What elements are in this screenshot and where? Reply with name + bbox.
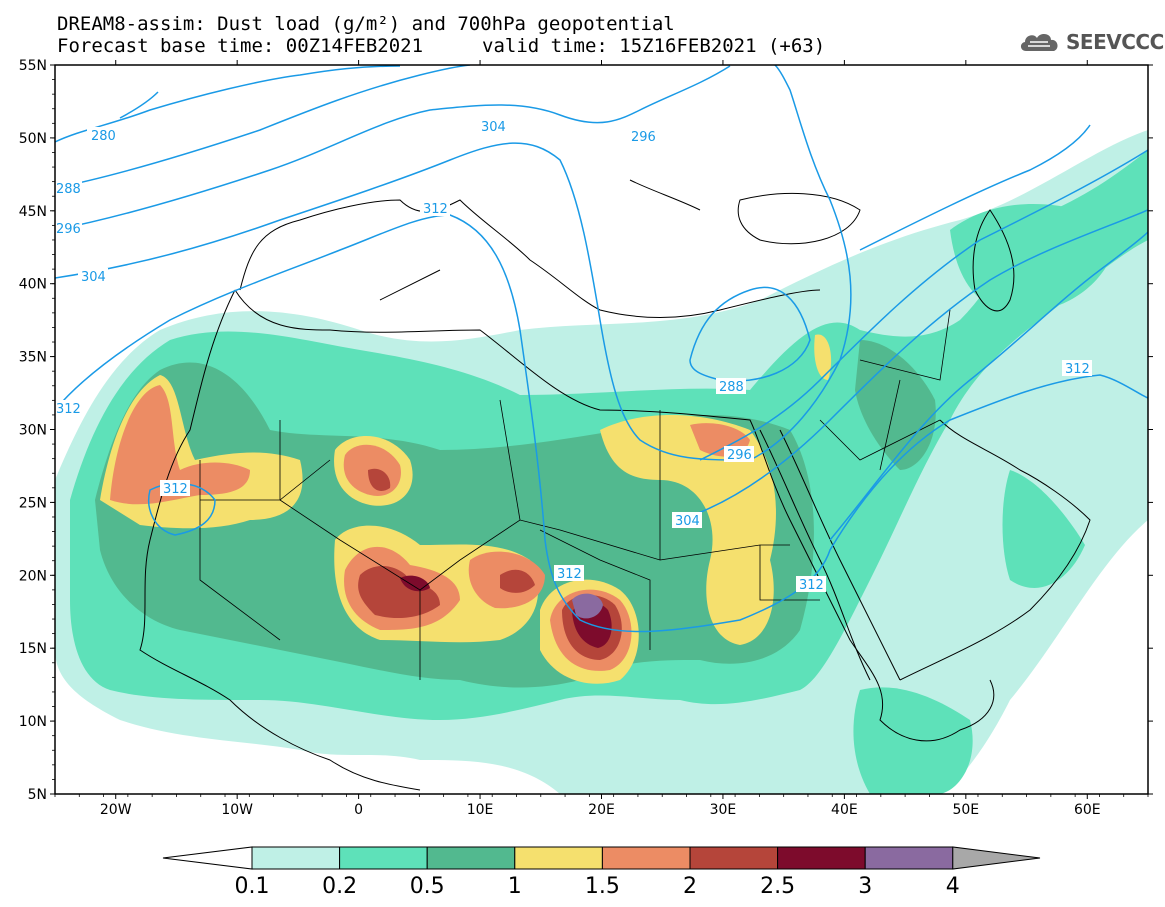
dust-band-1.5-morocco xyxy=(110,385,250,505)
colorbar-segment xyxy=(339,846,428,870)
contour-304-east xyxy=(679,209,1148,521)
colorbar-label: 0.5 xyxy=(410,874,445,899)
coastlines xyxy=(139,179,1091,791)
contour-label: 312 xyxy=(423,202,448,217)
contour-label: 312 xyxy=(56,402,81,417)
contour-296-east xyxy=(699,149,1148,461)
latitude-axis: 55N 50N 45N 40N 35N 30N 25N 20N 15N 10N 5N xyxy=(19,58,1153,803)
contour-312 xyxy=(55,214,1148,633)
dust-band-0.2-arabia xyxy=(1002,470,1085,588)
contour-label: 288 xyxy=(56,182,81,197)
valid-time: valid time: 15Z16FEB2021 (+63) xyxy=(482,35,826,57)
colorbar-segment xyxy=(251,846,341,870)
contour-label: 288 xyxy=(719,380,744,395)
colorbar-under xyxy=(162,846,253,870)
forecast-base-time: Forecast base time: 00Z14FEB2021 xyxy=(57,35,424,57)
cloud-icon xyxy=(1020,34,1058,51)
lon-label: 40E xyxy=(831,802,858,818)
lat-label: 45N xyxy=(19,204,47,220)
lat-label: 5N xyxy=(28,787,47,803)
dust-band-1-libya xyxy=(600,415,776,645)
dust-band-2.5-mali xyxy=(400,575,430,592)
lat-label: 50N xyxy=(19,131,47,147)
colorbar: 0.1 0.2 0.5 1 1.5 2 2.5 3 4 xyxy=(162,846,1041,899)
red-sea-coast xyxy=(759,429,901,681)
seevccc-logo: SEEVCCC xyxy=(1018,28,1164,56)
lat-label: 30N xyxy=(19,423,47,439)
contour-label: 296 xyxy=(56,222,81,237)
black-sea-coast xyxy=(737,192,861,245)
lat-label: 35N xyxy=(19,350,47,366)
lat-label: 55N xyxy=(19,58,47,74)
lon-label: 20W xyxy=(100,802,132,818)
lon-label: 0 xyxy=(354,802,363,818)
arabia-coast xyxy=(899,419,1091,681)
colorbar-over xyxy=(952,846,1041,870)
contour-288 xyxy=(55,65,471,189)
lon-label: 30E xyxy=(710,802,737,818)
contour-312-east xyxy=(829,231,1148,541)
contour-280-b xyxy=(119,91,159,119)
dust-band-0.2-horn xyxy=(853,687,973,794)
colorbar-label: 3 xyxy=(858,874,872,899)
lon-label: 60E xyxy=(1074,802,1101,818)
contour-288-east xyxy=(689,286,811,382)
europe-coast xyxy=(239,179,821,318)
contour-304 xyxy=(55,65,852,461)
colorbar-label: 0.1 xyxy=(235,874,270,899)
colorbar-label: 0.2 xyxy=(322,874,357,899)
lat-label: 40N xyxy=(19,277,47,293)
colorbar-segment xyxy=(601,846,691,870)
contour-label: 304 xyxy=(81,270,106,285)
contour-label: 296 xyxy=(631,130,656,145)
lat-label: 10N xyxy=(19,714,47,730)
dust-band-2-algeria xyxy=(368,468,391,491)
dust-band-3-chad xyxy=(572,593,603,619)
colorbar-label: 1.5 xyxy=(585,874,620,899)
longitude-axis: 20W 10W 0 10E 20E 30E 40E 50E 60E xyxy=(54,60,1149,818)
colorbar-segment xyxy=(864,846,954,870)
colorbar-label: 1 xyxy=(508,874,522,899)
contour-label: 304 xyxy=(481,120,506,135)
dust-band-0.5-iraq xyxy=(855,340,936,470)
contour-label: 312 xyxy=(163,482,188,497)
contour-label: 304 xyxy=(675,514,700,529)
lon-label: 50E xyxy=(952,802,979,818)
colorbar-label: 2 xyxy=(683,874,697,899)
contour-label: 296 xyxy=(727,448,752,463)
contour-label: 312 xyxy=(557,567,582,582)
lat-label: 15N xyxy=(19,641,47,657)
contour-label: 280 xyxy=(91,129,116,144)
dust-band-1-levant xyxy=(814,334,832,380)
colorbar-label: 4 xyxy=(946,874,960,899)
colorbar-segment xyxy=(777,846,866,870)
dust-field xyxy=(55,130,1148,794)
contour-296 xyxy=(55,65,731,231)
colorbar-segment xyxy=(426,846,516,870)
lat-label: 25N xyxy=(19,495,47,511)
contour-label: 312 xyxy=(799,578,824,593)
colorbar-segment xyxy=(514,846,603,870)
africa-coast xyxy=(139,289,995,791)
contour-labels: 280 288 296 304 312 304 312 296 312 296 … xyxy=(52,118,1092,593)
geopotential-contours xyxy=(55,65,1148,633)
contour-288-ne xyxy=(859,124,1091,251)
colorbar-label: 2.5 xyxy=(760,874,795,899)
dust-band-2-niger xyxy=(500,569,535,593)
lon-label: 20E xyxy=(588,802,615,818)
colorbar-segment xyxy=(689,846,779,870)
lon-label: 10W xyxy=(221,802,253,818)
lat-label: 20N xyxy=(19,568,47,584)
country-borders xyxy=(199,309,951,680)
map-title: DREAM8-assim: Dust load (g/m²) and 700hP… xyxy=(57,13,675,35)
contour-280 xyxy=(55,65,401,143)
logo-text: SEEVCCC xyxy=(1066,30,1164,54)
lon-label: 10E xyxy=(467,802,494,818)
contour-label: 312 xyxy=(1065,362,1090,377)
dust-band-2-mali xyxy=(358,565,440,618)
